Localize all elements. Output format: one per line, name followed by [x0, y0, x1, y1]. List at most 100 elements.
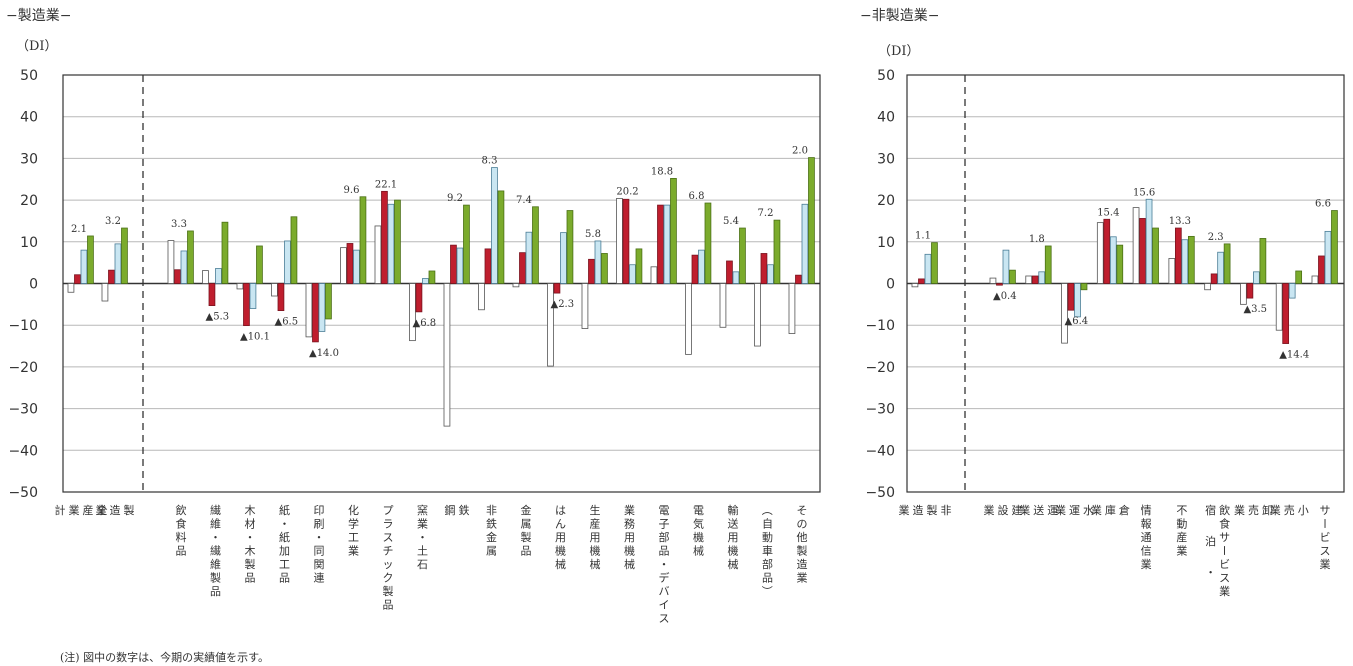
bar-series3 — [924, 253, 932, 284]
data-label: 1.8 — [1029, 234, 1045, 245]
bar-series2 — [74, 274, 81, 284]
x-tick-label: 品 — [176, 545, 187, 558]
bar-series3 — [114, 243, 122, 284]
x-tick-label: 料 — [176, 530, 187, 544]
x-tick-label: 気 — [693, 517, 704, 531]
data-label: 22.1 — [375, 179, 397, 190]
bar-series2 — [108, 269, 115, 284]
bar-series3 — [698, 249, 705, 284]
bar-series2 — [1139, 218, 1146, 284]
x-tick-label: 品 — [279, 572, 290, 585]
x-tick-label: 宿 — [1205, 503, 1216, 517]
x-tick-label: ・ — [417, 531, 428, 544]
bar-series4 — [1187, 235, 1195, 284]
bar-series2 — [1318, 255, 1325, 284]
bar-series4 — [187, 230, 194, 284]
x-tick-label: 製 — [383, 584, 394, 598]
x-tick-label: ク — [383, 572, 394, 585]
x-tick-label: 機 — [728, 544, 739, 558]
x-tick-label: 産 — [83, 504, 94, 517]
x-tick-label: ・ — [279, 518, 290, 531]
data-label: ▲5.3 — [206, 312, 230, 323]
x-tick-label: ー — [1318, 518, 1331, 529]
bar-series4 — [121, 227, 128, 284]
bar-series3 — [284, 240, 291, 284]
x-tick-label: 械 — [590, 557, 601, 571]
x-tick-label: 通 — [1141, 531, 1152, 544]
bar-series2 — [312, 283, 319, 343]
bar-series1 — [1061, 283, 1068, 344]
y-tick-label: −50 — [865, 485, 895, 501]
bar-series2 — [1103, 218, 1111, 284]
x-tick-label: 業 — [1055, 504, 1066, 517]
x-tick-label: ビ — [1219, 558, 1230, 571]
x-tick-label: 械 — [693, 544, 704, 558]
x-tick-label: 情 — [1141, 504, 1152, 517]
bar-series2 — [484, 248, 492, 284]
bar-series1 — [271, 283, 278, 297]
bar-series4 — [635, 248, 643, 284]
x-tick-label: 属 — [486, 545, 497, 558]
x-tick-label: 動 — [762, 530, 773, 544]
bar-series2 — [726, 260, 733, 284]
x-tick-label: 業 — [1320, 558, 1331, 571]
y-axis-label: （DI） — [878, 44, 920, 59]
x-tick-label: 機 — [590, 544, 601, 558]
bar-series2 — [1246, 283, 1254, 299]
bar-series1 — [616, 198, 623, 284]
bar-series2 — [1031, 275, 1039, 284]
x-tick-label: 械 — [555, 557, 566, 571]
bar-series1 — [1311, 275, 1319, 284]
x-tick-label: ・ — [314, 531, 325, 544]
bar-series1 — [1240, 283, 1247, 305]
bar-series3 — [80, 249, 88, 284]
x-tick-label: 学 — [348, 517, 359, 531]
x-tick-label: ラ — [383, 518, 394, 531]
bar-series3 — [801, 203, 809, 284]
x-tick-label: 業 — [899, 504, 910, 517]
bar-series3 — [215, 268, 222, 284]
bar-series2 — [243, 283, 250, 327]
x-tick-label: 他 — [797, 531, 808, 544]
bar-series2 — [760, 253, 768, 284]
x-tick-label: 業 — [1019, 504, 1030, 517]
x-tick-label: 製 — [521, 530, 532, 544]
x-tick-label: ・ — [659, 558, 670, 571]
x-tick-label: 計 — [55, 503, 66, 517]
bar-series3 — [318, 283, 326, 332]
x-tick-label: 業 — [984, 504, 995, 517]
bar-series2 — [1174, 227, 1182, 284]
bar-series2 — [657, 204, 664, 284]
x-tick-label: 機 — [624, 544, 635, 558]
bar-series1 — [989, 277, 997, 284]
x-tick-label: ス — [659, 612, 670, 625]
chart-panel-1: −製造業− （DI） 50 40 30 20 10 0 −10 −20 −30 −40 −50 2.1 全産… — [6, 8, 821, 625]
x-tick-label: 建 — [1012, 503, 1023, 517]
bar-series3 — [1109, 236, 1117, 284]
x-tick-label: 金 — [486, 530, 497, 544]
data-label: ▲6.8 — [413, 318, 437, 329]
bar-series4 — [428, 270, 436, 284]
x-tick-label: 業 — [1270, 504, 1281, 517]
x-tick-label: ス — [383, 531, 394, 544]
x-tick-label: ー — [1218, 545, 1231, 556]
x-tick-label: 業 — [96, 504, 107, 517]
x-tick-label: 車 — [762, 544, 773, 558]
bar-series3 — [629, 264, 636, 284]
data-label: 7.2 — [758, 208, 774, 219]
x-tick-label: サ — [1219, 531, 1230, 544]
x-tick-label: 送 — [1033, 503, 1044, 517]
y-axis-label: （DI） — [16, 39, 58, 54]
bar-series4 — [256, 245, 263, 284]
bar-series2 — [996, 283, 1003, 286]
x-tick-label: 業 — [1219, 585, 1230, 598]
bar-series4 — [1223, 243, 1231, 284]
bar-series3 — [249, 283, 257, 309]
data-label: 1.1 — [915, 231, 931, 242]
x-tick-label: ス — [1320, 545, 1331, 558]
bar-series3 — [663, 204, 671, 284]
bar-series2 — [553, 283, 561, 294]
x-tick-label: 電 — [693, 504, 704, 517]
data-label: ▲3.5 — [1243, 304, 1267, 315]
